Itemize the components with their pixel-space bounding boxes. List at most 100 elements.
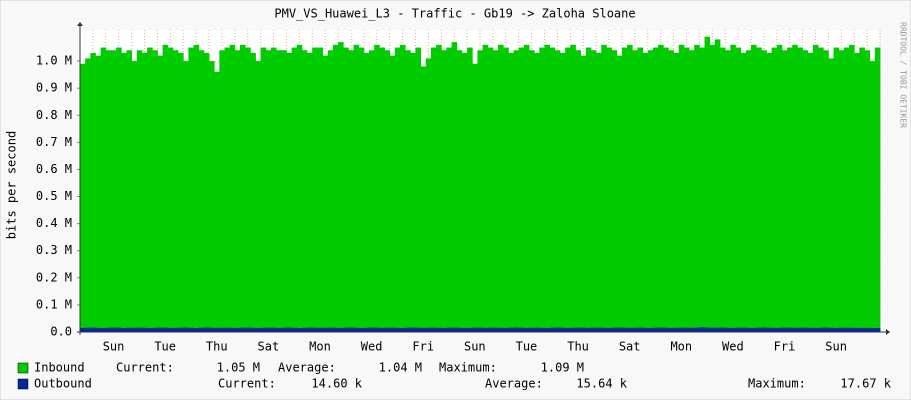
area-column xyxy=(838,50,845,332)
area-column xyxy=(776,44,783,332)
area-column xyxy=(363,327,370,332)
area-column xyxy=(590,50,597,332)
area-column xyxy=(317,47,323,332)
area-column xyxy=(167,47,174,332)
area-column xyxy=(172,50,179,332)
area-column xyxy=(482,327,489,332)
area-column xyxy=(209,327,215,332)
area-column xyxy=(802,50,809,332)
area-column xyxy=(141,52,148,333)
legend-stat-label: Average: xyxy=(278,361,336,375)
area-column xyxy=(131,61,138,332)
area-column xyxy=(467,47,473,332)
area-column xyxy=(214,327,220,332)
area-column xyxy=(245,327,251,332)
area-column xyxy=(317,327,323,332)
area-column xyxy=(116,47,122,332)
y-tick-label: 0.5 M xyxy=(36,189,72,203)
area-column xyxy=(384,50,391,332)
area-column xyxy=(451,327,458,332)
y-axis-arrow xyxy=(77,22,83,26)
legend-stat-value: 1.05 M xyxy=(217,361,260,375)
area-column xyxy=(771,327,778,332)
legend-stat-label: Current: xyxy=(218,377,276,391)
area-column xyxy=(492,327,499,332)
x-tick-label: Thu xyxy=(567,340,589,354)
area-column xyxy=(730,44,736,332)
area-column xyxy=(843,47,850,332)
area-column xyxy=(369,327,375,332)
area-column xyxy=(859,327,865,332)
area-column xyxy=(467,327,473,332)
area-column xyxy=(110,327,117,332)
area-column xyxy=(647,327,654,332)
y-axis-label: bits per second xyxy=(5,131,19,239)
area-column xyxy=(379,47,385,332)
area-column xyxy=(203,327,210,332)
area-column xyxy=(492,50,499,332)
area-column xyxy=(85,58,91,333)
area-column xyxy=(456,50,463,332)
area-column xyxy=(699,327,705,332)
legend-stat-label: Maximum: xyxy=(439,361,497,375)
area-column xyxy=(255,61,262,332)
area-column xyxy=(580,327,587,332)
area-column xyxy=(766,327,773,332)
area-column xyxy=(534,327,540,332)
legend-stat-value: 17.67 k xyxy=(840,377,891,391)
area-column xyxy=(312,47,318,332)
area-column xyxy=(487,327,494,332)
area-column xyxy=(683,47,690,332)
area-column xyxy=(85,327,91,332)
area-column xyxy=(178,327,184,332)
area-column xyxy=(508,327,514,332)
area-column xyxy=(792,327,798,332)
area-column xyxy=(348,327,354,332)
area-column xyxy=(286,327,293,332)
area-column xyxy=(668,327,674,332)
area-column xyxy=(730,327,736,332)
area-column xyxy=(849,327,855,332)
area-column xyxy=(704,327,711,332)
area-column xyxy=(570,44,576,332)
area-column xyxy=(859,47,865,332)
area-column xyxy=(296,44,303,332)
area-column xyxy=(596,327,602,332)
area-column xyxy=(224,327,231,332)
area-column xyxy=(270,47,277,332)
area-column xyxy=(637,47,643,332)
area-column xyxy=(523,327,530,332)
area-column xyxy=(436,44,442,332)
area-column xyxy=(312,327,318,332)
area-column xyxy=(100,47,107,332)
area-column xyxy=(461,327,468,332)
area-column xyxy=(549,327,556,332)
area-column xyxy=(260,327,267,332)
area-column xyxy=(601,327,607,332)
area-column xyxy=(198,327,205,332)
area-column xyxy=(627,44,633,332)
area-column xyxy=(761,327,767,332)
area-column xyxy=(735,327,742,332)
area-column xyxy=(162,44,169,332)
x-tick-label: Wed xyxy=(722,340,744,354)
area-column xyxy=(704,36,711,332)
area-column xyxy=(756,327,762,332)
area-column xyxy=(198,50,205,332)
area-column xyxy=(616,55,623,332)
area-column xyxy=(503,327,509,332)
area-column xyxy=(343,327,349,332)
area-column xyxy=(818,47,824,332)
area-column xyxy=(126,50,133,332)
area-column xyxy=(90,52,96,333)
y-tick-label: 0.7 M xyxy=(36,135,72,149)
area-column xyxy=(828,327,834,332)
y-tick-label: 0.3 M xyxy=(36,243,72,257)
area-column xyxy=(162,327,169,332)
legend-stat-label: Average: xyxy=(485,377,543,391)
area-column xyxy=(141,327,148,332)
area-column xyxy=(632,50,638,332)
area-column xyxy=(255,327,262,332)
legend-swatch xyxy=(17,378,29,390)
area-column xyxy=(157,327,163,332)
